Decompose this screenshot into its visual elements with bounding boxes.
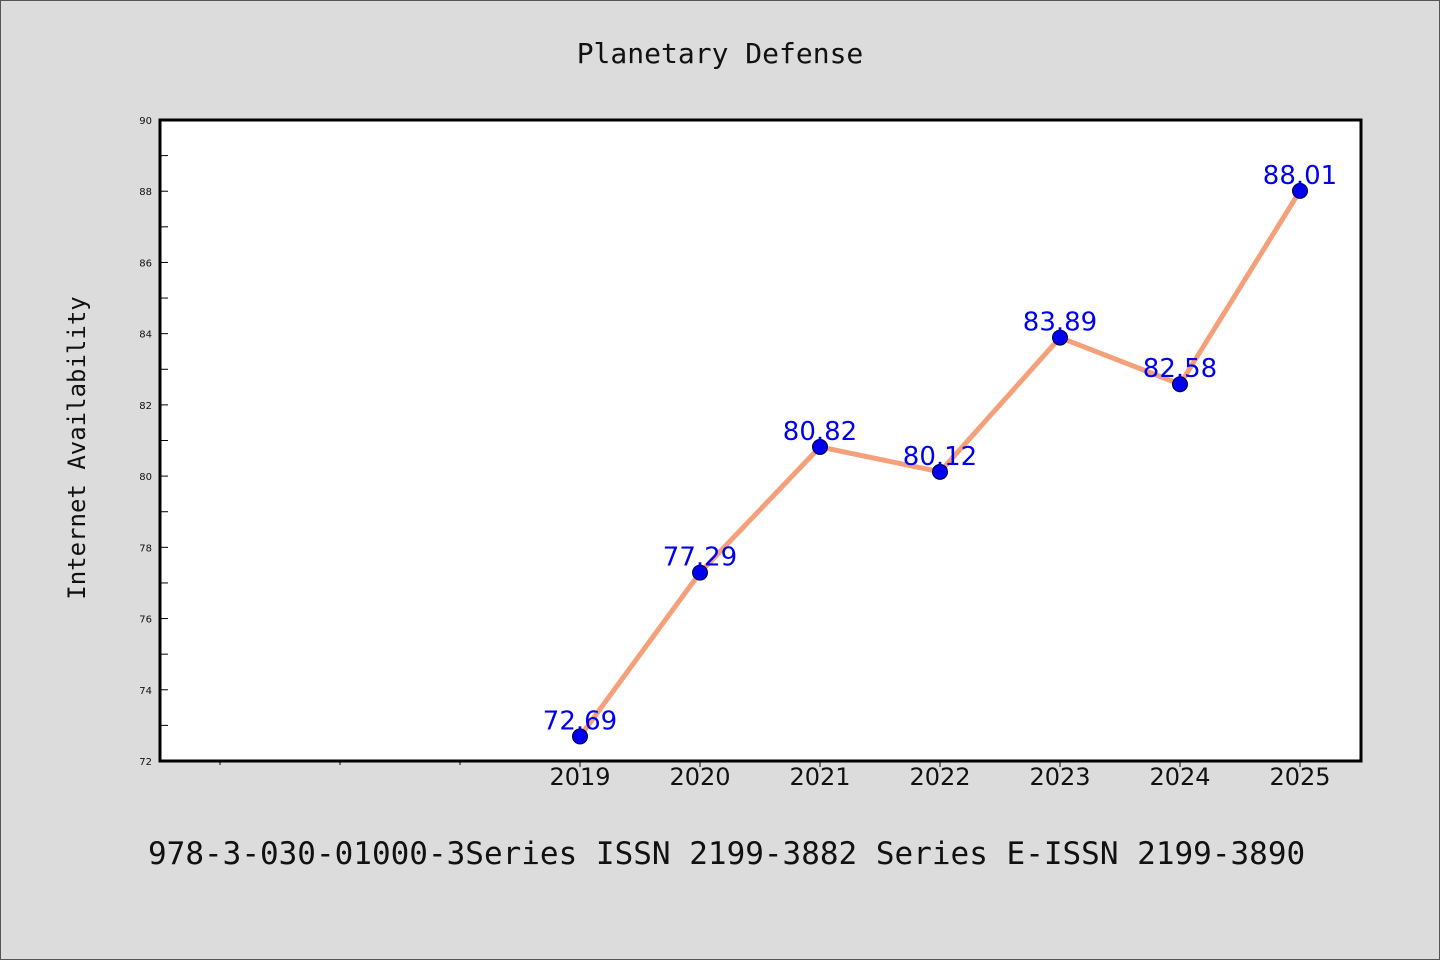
- y-tick-label: 76: [139, 615, 152, 626]
- x-tick-label: 2023: [1029, 763, 1090, 791]
- y-tick-label: 82: [139, 401, 152, 412]
- data-point: [572, 728, 588, 745]
- chart-title: Planetary Defense: [577, 37, 864, 70]
- data-point: [692, 564, 708, 581]
- data-point: [1052, 329, 1068, 346]
- y-tick-label: 78: [139, 543, 152, 554]
- data-label: 80.82: [783, 417, 857, 447]
- data-labels: 72.69 77.29 80.82 80.12 83.89 82.58 88.01: [543, 161, 1337, 737]
- y-tick-label: 80: [139, 472, 152, 483]
- y-tick-label: 84: [139, 330, 152, 341]
- x-tick-label: 2024: [1149, 763, 1210, 791]
- plot-area: [158, 118, 1363, 763]
- footer-isbn-issn-text: 978-3-030-01000-3Series ISSN 2199-3882 S…: [148, 836, 1305, 872]
- data-point: [1172, 376, 1188, 393]
- x-tick-label: 2019: [549, 763, 610, 791]
- x-tick-label: 2021: [789, 763, 850, 791]
- y-axis-ticks: 72 74 76 78 80 82 84 86 88 90: [139, 116, 168, 768]
- data-point: [932, 463, 948, 480]
- y-tick-label: 88: [139, 187, 152, 198]
- y-tick-label: 90: [139, 116, 152, 127]
- x-tick-label: 2022: [909, 763, 970, 791]
- y-tick-label: 86: [139, 258, 152, 269]
- x-tick-label: 2025: [1269, 763, 1330, 791]
- data-point: [1292, 182, 1308, 199]
- data-label: 82.58: [1143, 354, 1217, 384]
- data-point: [812, 438, 828, 455]
- y-tick-label: 74: [139, 686, 152, 697]
- x-tick-label: 2020: [669, 763, 730, 791]
- data-label: 77.29: [663, 543, 737, 573]
- y-axis-label: Internet Availability: [63, 296, 91, 599]
- data-label: 80.12: [903, 442, 977, 472]
- data-label: 88.01: [1263, 161, 1337, 191]
- y-tick-label: 72: [139, 757, 152, 768]
- data-label: 72.69: [543, 706, 617, 736]
- data-label: 83.89: [1023, 308, 1097, 338]
- x-axis-ticks: 2019 2020 2021 2022 2023 2024 2025: [219, 761, 1331, 791]
- data-markers: [572, 182, 1308, 745]
